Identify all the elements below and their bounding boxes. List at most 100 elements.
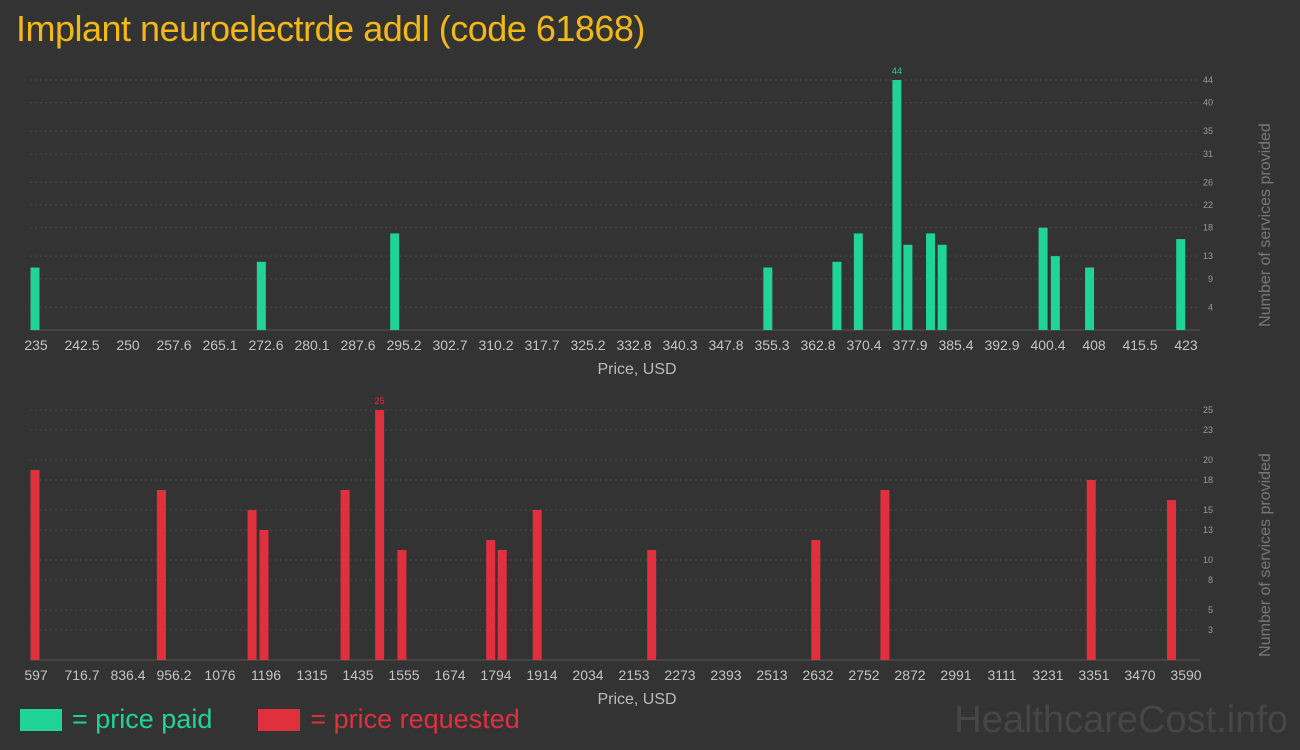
y-tick-label: 15 [1203,505,1213,515]
y-tick-label: 44 [1203,75,1213,85]
x-tick-label: 325.2 [570,337,605,353]
x-tick-label: 377.9 [892,337,927,353]
y-tick-label: 13 [1203,251,1213,261]
x-tick-label: 3590 [1170,667,1201,683]
bar [247,510,257,660]
bar [892,80,902,330]
x-tick-label: 340.3 [662,337,697,353]
bar [903,244,913,330]
x-tick-label: 2034 [572,667,603,683]
x-tick-label: 392.9 [984,337,1019,353]
x-tick-label: 836.4 [110,667,145,683]
x-tick-label: 242.5 [64,337,99,353]
y-tick-label: 35 [1203,126,1213,136]
x-tick-label: 1555 [388,667,419,683]
bar [880,490,890,660]
x-axis-label: Price, USD [597,691,676,708]
x-tick-label: 280.1 [294,337,329,353]
x-tick-label: 2991 [940,667,971,683]
x-tick-label: 355.3 [754,337,789,353]
bar [340,490,350,660]
bar [1085,267,1095,330]
bar [397,550,407,660]
x-axis-label: Price, USD [597,361,676,378]
y-tick-label: 13 [1203,525,1213,535]
x-tick-label: 235 [24,337,48,353]
max-value-label: 25 [375,396,385,406]
bar [937,244,947,330]
bar [647,550,657,660]
watermark: HealthcareCost.info [954,699,1288,741]
bar [30,470,40,660]
x-tick-label: 716.7 [64,667,99,683]
price-paid-chart: 4 9 13 18 22 26 31 35 40 44 235 242.5 250 257.6 265.1 2… [24,66,1274,378]
x-tick-label: 295.2 [386,337,421,353]
x-tick-label: 3351 [1078,667,1109,683]
x-tick-label: 2752 [848,667,879,683]
bar [1050,256,1060,330]
bar [532,510,542,660]
x-tick-label: 2872 [894,667,925,683]
bar [1038,227,1048,330]
x-tick-label: 265.1 [202,337,237,353]
x-tick-label: 400.4 [1030,337,1065,353]
y-tick-label: 8 [1208,575,1213,585]
y-tick-label: 22 [1203,200,1213,210]
bar [1176,239,1186,330]
x-tick-label: 3231 [1032,667,1063,683]
bar [926,233,936,330]
x-tick-label: 257.6 [156,337,191,353]
x-tick-label: 1794 [480,667,511,683]
page-title: Implant neuroelectrde addl (code 61868) [16,8,645,49]
x-tick-label: 2393 [710,667,741,683]
y-axis-label: Number of services provided [1257,453,1274,657]
y-tick-label: 40 [1203,98,1213,108]
bar [1167,500,1177,660]
bar [1086,480,1096,660]
x-tick-label: 272.6 [248,337,283,353]
x-tick-label: 302.7 [432,337,467,353]
legend: = price paid = price requested [20,704,566,735]
x-tick-label: 347.8 [708,337,743,353]
x-tick-label: 956.2 [156,667,191,683]
x-tick-label: 3470 [1124,667,1155,683]
x-tick-label: 2632 [802,667,833,683]
x-tick-label: 362.8 [800,337,835,353]
x-tick-label: 1196 [251,667,281,683]
x-tick-label: 1914 [526,667,557,683]
legend-item-requested: = price requested [258,704,520,735]
legend-item-paid: = price paid [20,704,212,735]
bar [259,530,269,660]
y-tick-label: 23 [1203,425,1213,435]
max-value-label: 44 [892,66,902,76]
legend-label-paid: = price paid [72,704,213,734]
x-tick-label: 597 [24,667,48,683]
y-axis-label: Number of services provided [1257,123,1274,327]
bar [497,550,507,660]
bar [763,267,773,330]
y-tick-label: 5 [1208,605,1213,615]
x-tick-label: 370.4 [846,337,881,353]
y-tick-label: 18 [1203,223,1213,233]
x-tick-label: 415.5 [1122,337,1157,353]
x-tick-label: 317.7 [524,337,559,353]
y-tick-label: 10 [1203,555,1213,565]
legend-swatch-requested [258,708,301,731]
bar [832,261,842,330]
x-tick-label: 287.6 [340,337,375,353]
x-tick-label: 2273 [664,667,695,683]
bar [156,490,166,660]
y-tick-label: 4 [1208,302,1213,312]
x-tick-label: 3111 [987,667,1016,683]
x-tick-label: 310.2 [478,337,513,353]
legend-label-requested: = price requested [310,704,520,734]
bar [853,233,863,330]
bar [390,233,400,330]
x-tick-label: 1435 [342,667,373,683]
bar [811,540,821,660]
x-tick-label: 1315 [296,667,327,683]
x-tick-label: 2513 [756,667,787,683]
y-tick-label: 3 [1208,625,1213,635]
y-tick-label: 31 [1203,149,1213,159]
